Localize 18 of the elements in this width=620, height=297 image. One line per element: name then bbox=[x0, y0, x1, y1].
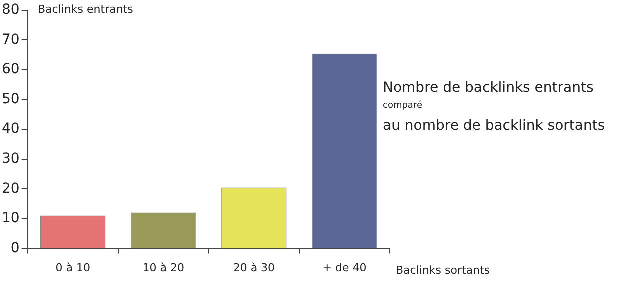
y-tick-label: 40 bbox=[2, 121, 20, 138]
x-tick-label: + de 40 bbox=[322, 261, 367, 274]
text: comparé bbox=[383, 101, 422, 111]
y-tick-label: 70 bbox=[2, 32, 20, 48]
y-tick-label: 60 bbox=[2, 62, 20, 78]
x-tick-label: 20 à 30 bbox=[233, 261, 276, 274]
y-tick-label: 80 bbox=[2, 2, 20, 18]
y-tick-label: 10 bbox=[2, 210, 20, 227]
y-tick-label: 20 bbox=[2, 180, 20, 197]
x-tick-label: 0 à 10 bbox=[56, 261, 90, 274]
y-tick-label: 50 bbox=[2, 91, 20, 108]
x-tick-label: 10 à 20 bbox=[142, 261, 184, 274]
y-tick-label: 0 bbox=[10, 240, 20, 256]
text: Nombre de backlinks entrants bbox=[383, 80, 594, 96]
y-tick-label: 30 bbox=[2, 151, 20, 168]
y-axis-title: Baclinks entrants bbox=[38, 3, 134, 16]
x-axis-title: Baclinks sortants bbox=[396, 264, 490, 277]
annotation: au nombre de backlink sortants bbox=[383, 118, 606, 134]
